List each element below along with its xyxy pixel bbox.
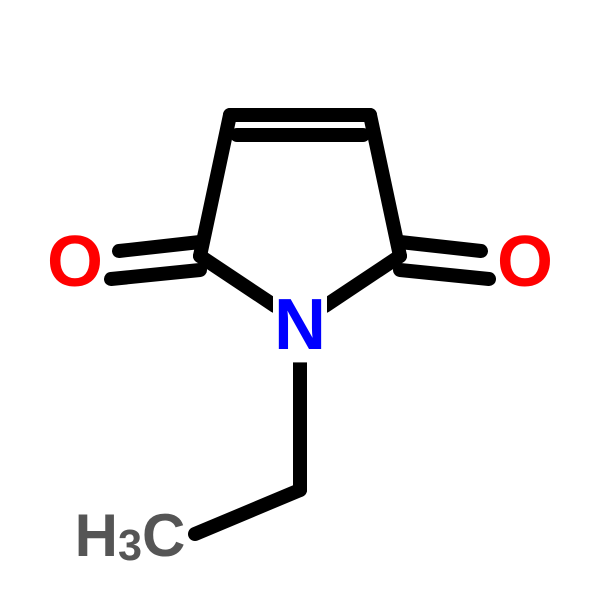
molecule-diagram: OONH3C bbox=[0, 0, 600, 600]
atom-O2: O bbox=[497, 222, 553, 302]
atom-N1: N bbox=[274, 285, 326, 365]
atom-O1: O bbox=[47, 222, 103, 302]
